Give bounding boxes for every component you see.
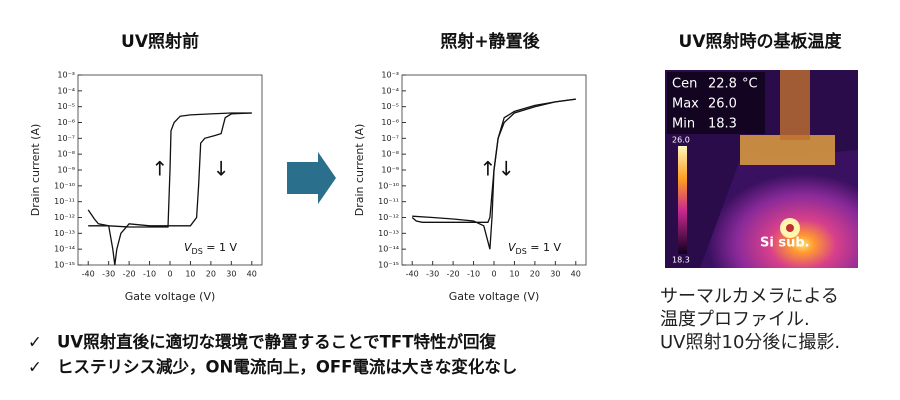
y-tick-label: 10⁻¹⁴ xyxy=(54,245,75,254)
x-tick-label: 30 xyxy=(550,270,560,279)
y-tick-label: 10⁻¹⁵ xyxy=(54,261,75,270)
sweep-arrow: ↓ xyxy=(498,157,515,181)
y-tick-label: 10⁻⁷ xyxy=(381,134,399,143)
condition-rest: = 1 V xyxy=(203,241,238,254)
reading-value: 26.0 xyxy=(708,97,737,112)
x-tick-label: -40 xyxy=(82,270,95,279)
y-tick-label: 10⁻¹² xyxy=(378,213,399,222)
x-tick-label: 10 xyxy=(509,270,519,279)
bullet-mark: ✓ xyxy=(28,358,42,377)
data-line xyxy=(88,112,252,266)
x-tick-label: -30 xyxy=(426,270,439,279)
reading-label: Max xyxy=(672,97,699,112)
y-axis-label: Drain current (A) xyxy=(353,124,366,217)
y-tick-label: 10⁻¹⁰ xyxy=(378,181,399,190)
x-tick-label: 0 xyxy=(491,270,496,279)
reading-value: 22.8 xyxy=(708,77,737,92)
x-axis-label: Gate voltage (V) xyxy=(449,290,540,303)
data-line xyxy=(87,112,252,228)
x-tick-label: -10 xyxy=(143,270,156,279)
bullet-mark: ✓ xyxy=(28,333,42,352)
condition-subscript: DS xyxy=(516,247,527,256)
y-tick-label: 10⁻¹¹ xyxy=(378,197,399,206)
reading-label: Cen xyxy=(672,77,697,92)
y-tick-label: 10⁻¹³ xyxy=(378,229,399,238)
bullet-text: ヒステリシス減少，ON電流向上，OFF電流は大きな変化なし xyxy=(57,357,517,377)
bullet-text: UV照射直後に適切な環境で静置することでTFT特性が回復 xyxy=(57,332,496,352)
y-tick-label: 10⁻⁶ xyxy=(381,118,399,127)
y-tick-label: 10⁻⁵ xyxy=(381,102,399,111)
y-tick-label: 10⁻⁸ xyxy=(381,150,399,159)
data-line xyxy=(412,98,576,250)
caption-line: サーマルカメラによる xyxy=(660,286,839,307)
condition-symbol: V xyxy=(184,241,193,254)
thermal-title: UV照射時の基板温度 xyxy=(679,31,843,52)
data-line xyxy=(411,98,576,223)
y-tick-label: 10⁻¹² xyxy=(54,213,75,222)
x-tick-label: 20 xyxy=(530,270,540,279)
y-tick-label: 10⁻⁴ xyxy=(381,86,399,95)
y-tick-label: 10⁻³ xyxy=(381,71,399,80)
x-tick-label: 30 xyxy=(226,270,236,279)
condition-rest: = 1 V xyxy=(527,241,562,254)
y-tick-label: 10⁻⁷ xyxy=(57,134,75,143)
x-tick-label: -30 xyxy=(102,270,115,279)
y-tick-label: 10⁻⁶ xyxy=(57,118,75,127)
x-tick-label: -10 xyxy=(467,270,480,279)
scale-max: 26.0 xyxy=(672,136,690,145)
y-tick-label: 10⁻⁵ xyxy=(57,102,75,111)
caption-line: UV照射10分後に撮影. xyxy=(660,332,840,353)
x-tick-label: -40 xyxy=(406,270,419,279)
condition-label: VDS = 1 V xyxy=(508,241,561,256)
x-tick-label: 20 xyxy=(206,270,216,279)
condition-label: VDS = 1 V xyxy=(184,241,237,256)
y-tick-label: 10⁻⁸ xyxy=(57,150,75,159)
y-tick-label: 10⁻¹¹ xyxy=(54,197,75,206)
x-tick-label: -20 xyxy=(123,270,136,279)
x-tick-label: 40 xyxy=(571,270,581,279)
condition-subscript: DS xyxy=(192,247,203,256)
flow-arrow xyxy=(287,152,336,204)
chart-title: 照射+静置後 xyxy=(440,31,540,52)
reading-value: 18.3 xyxy=(708,117,737,132)
chart-title: UV照射前 xyxy=(121,31,199,52)
y-tick-label: 10⁻¹³ xyxy=(54,229,75,238)
y-axis-label: Drain current (A) xyxy=(29,124,42,217)
x-axis-label: Gate voltage (V) xyxy=(125,290,216,303)
x-tick-label: 40 xyxy=(247,270,257,279)
reading-unit: °C xyxy=(742,77,758,92)
x-tick-label: 0 xyxy=(167,270,172,279)
x-tick-label: 10 xyxy=(185,270,195,279)
condition-symbol: V xyxy=(508,241,517,254)
thermal-image xyxy=(665,70,858,268)
x-tick-label: -20 xyxy=(447,270,460,279)
y-tick-label: 10⁻¹⁵ xyxy=(378,261,399,270)
sweep-arrow: ↓ xyxy=(213,157,230,181)
sweep-arrow: ↑ xyxy=(151,157,168,181)
y-tick-label: 10⁻¹⁴ xyxy=(378,245,399,254)
caption-line: 温度プロファイル. xyxy=(660,309,810,330)
y-tick-label: 10⁻³ xyxy=(57,71,75,80)
reading-label: Min xyxy=(672,117,695,132)
y-tick-label: 10⁻⁹ xyxy=(57,166,75,175)
sweep-arrow: ↑ xyxy=(479,157,496,181)
scale-min: 18.3 xyxy=(672,256,690,265)
y-tick-label: 10⁻¹⁰ xyxy=(54,181,75,190)
sample-label: Si sub. xyxy=(760,236,810,251)
y-tick-label: 10⁻⁹ xyxy=(381,166,399,175)
y-tick-label: 10⁻⁴ xyxy=(57,86,75,95)
